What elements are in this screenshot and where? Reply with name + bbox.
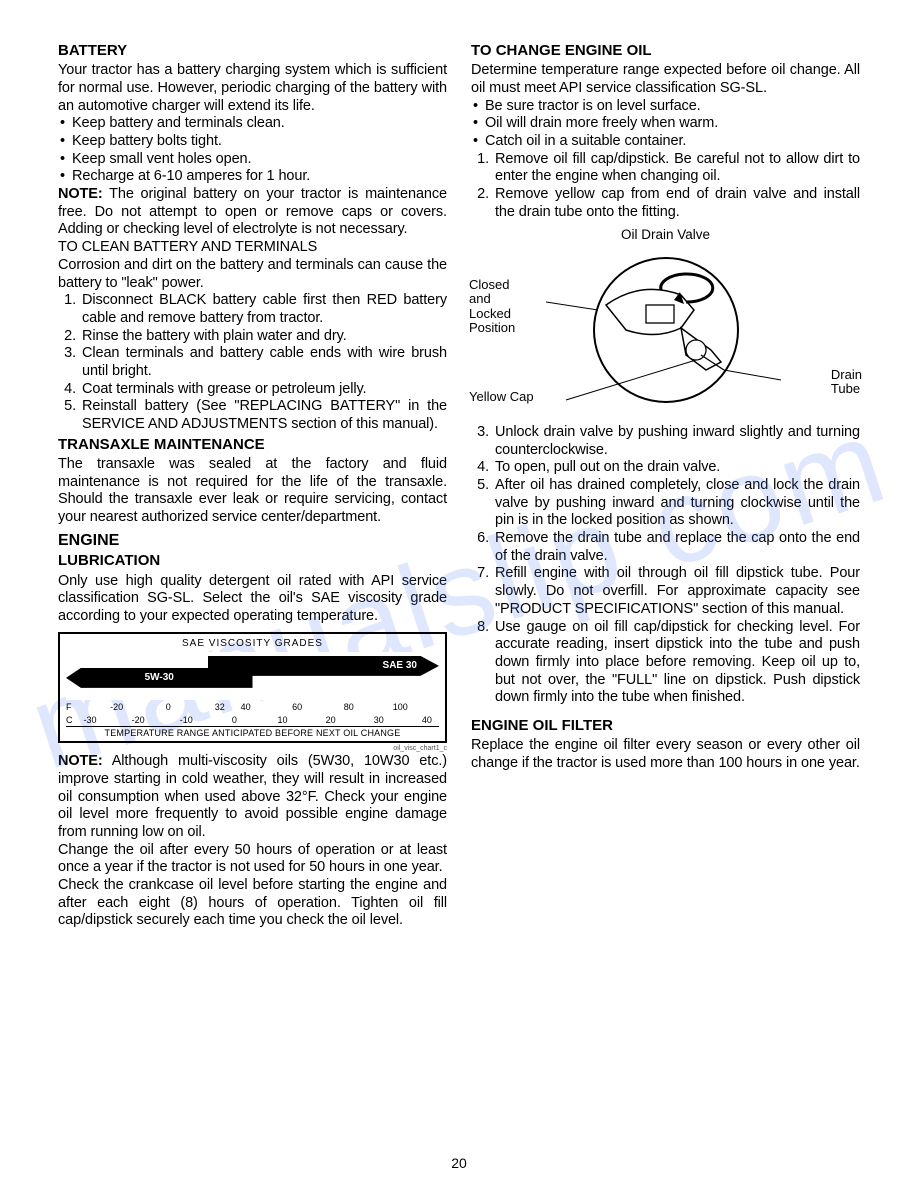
tick [150,715,174,726]
change-oil-heading: TO CHANGE ENGINE OIL [471,42,860,60]
viscosity-chart: SAE VISCOSITY GRADES SAE 30 5W-30 F -20 … [58,632,447,743]
tick: 10 [271,715,295,726]
tick [78,702,104,713]
list-item: Keep battery bolts tight. [74,133,447,151]
tick: 32 [207,702,233,713]
tick [258,702,284,713]
tick [343,715,367,726]
tick [181,702,207,713]
clean-steps-list: Disconnect BLACK battery cable first the… [58,292,447,434]
list-item: Remove the drain tube and replace the ca… [493,530,860,565]
note-label: NOTE: [58,753,103,769]
diagram-title: Oil Drain Valve [471,227,860,243]
list-item: Remove oil fill cap/dipstick. Be careful… [493,151,860,186]
chart-source: oil_visc_chart1_c [58,745,447,754]
page-number: 20 [451,1155,467,1172]
tick [310,702,336,713]
oil-filter-paragraph: Replace the engine oil filter every seas… [471,737,860,772]
chart-footer: TEMPERATURE RANGE ANTICIPATED BEFORE NEX… [66,726,439,739]
list-item: After oil has drained completely, close … [493,477,860,530]
sae30-label: SAE 30 [383,660,417,672]
list-item: Remove yellow cap from end of drain valv… [493,186,860,221]
change-oil-bullets: Be sure tractor is on level surface. Oil… [471,98,860,151]
tick [246,715,270,726]
clean-heading: TO CLEAN BATTERY AND TERMINALS [58,239,447,257]
c-scale: C -30 -20 -10 0 10 20 30 40 [66,715,439,726]
scale-label: C [66,715,78,726]
list-item: Refill engine with oil through oil fill … [493,565,860,618]
tick: 60 [284,702,310,713]
chart-title: SAE VISCOSITY GRADES [66,638,439,650]
list-item: Be sure tractor is on level surface. [487,98,860,116]
tick: 0 [155,702,181,713]
tick [362,702,388,713]
list-item: Keep small vent holes open. [74,151,447,169]
left-column: BATTERY Your tractor has a battery charg… [58,40,447,930]
tick: 80 [336,702,362,713]
two-column-layout: BATTERY Your tractor has a battery charg… [58,40,860,930]
transaxle-paragraph: The transaxle was sealed at the factory … [58,456,447,527]
tick [413,702,439,713]
battery-note: NOTE: The original battery on your tract… [58,186,447,239]
tick: 40 [415,715,439,726]
right-column: TO CHANGE ENGINE OIL Determine temperatu… [471,40,860,930]
5w30-label: 5W-30 [145,672,174,684]
tick [198,715,222,726]
change-oil-paragraph: Determine temperature range expected bef… [471,62,860,97]
list-item: Reinstall battery (See "REPLACING BATTER… [80,398,447,433]
change-oil-steps-2: Unlock drain valve by pushing inward sli… [471,424,860,707]
tick: 0 [222,715,246,726]
oil-check-paragraph: Check the crankcase oil level before sta… [58,877,447,930]
change-oil-steps-1: Remove oil fill cap/dipstick. Be careful… [471,151,860,222]
yellow-cap-label: Yellow Cap [469,390,534,404]
list-item: Keep battery and terminals clean. [74,115,447,133]
list-item: Recharge at 6-10 amperes for 1 hour. [74,168,447,186]
oil-change-interval-paragraph: Change the oil after every 50 hours of o… [58,842,447,877]
list-item: Use gauge on oil fill cap/dipstick for c… [493,619,860,707]
lubrication-heading: LUBRICATION [58,552,447,570]
list-item: Catch oil in a suitable container. [487,133,860,151]
diagram-svg [546,250,786,410]
tick: -20 [104,702,130,713]
transaxle-heading: TRANSAXLE MAINTENANCE [58,436,447,454]
list-item: Unlock drain valve by pushing inward sli… [493,424,860,459]
list-item: Oil will drain more freely when warm. [487,115,860,133]
battery-bullet-list: Keep battery and terminals clean. Keep b… [58,115,447,186]
drain-tube-label: Drain Tube [831,368,862,397]
list-item: Coat terminals with grease or petroleum … [80,381,447,399]
tick [102,715,126,726]
tick [295,715,319,726]
battery-paragraph: Your tractor has a battery charging syst… [58,62,447,115]
multi-viscosity-note: NOTE: Although multi-viscosity oils (5W3… [58,753,447,841]
scale-label: F [66,702,78,713]
tick [130,702,156,713]
battery-heading: BATTERY [58,42,447,60]
note-text: Although multi-viscosity oils (5W30, 10W… [58,753,447,840]
f-scale: F -20 0 32 40 60 80 100 [66,702,439,713]
closed-locked-label: Closed and Locked Position [469,278,515,335]
note-label: NOTE: [58,186,103,202]
clean-paragraph: Corrosion and dirt on the battery and te… [58,257,447,292]
chart-body: SAE 30 5W-30 [66,652,439,700]
tick [391,715,415,726]
oil-drain-valve-diagram: Closed and Locked Position Yellow Cap Dr… [471,250,860,420]
list-item: Clean terminals and battery cable ends w… [80,345,447,380]
5w30-arrow: 5W-30 [66,668,253,688]
list-item: To open, pull out on the drain valve. [493,459,860,477]
engine-heading: ENGINE [58,531,447,551]
tick: 40 [233,702,259,713]
tick: 20 [319,715,343,726]
tick: -30 [78,715,102,726]
tick: 100 [387,702,413,713]
note-text: The original battery on your tractor is … [58,186,447,237]
list-item: Rinse the battery with plain water and d… [80,328,447,346]
tick: 30 [367,715,391,726]
list-item: Disconnect BLACK battery cable first the… [80,292,447,327]
oil-filter-heading: ENGINE OIL FILTER [471,717,860,735]
lubrication-paragraph: Only use high quality detergent oil rate… [58,573,447,626]
tick: -10 [174,715,198,726]
tick: -20 [126,715,150,726]
